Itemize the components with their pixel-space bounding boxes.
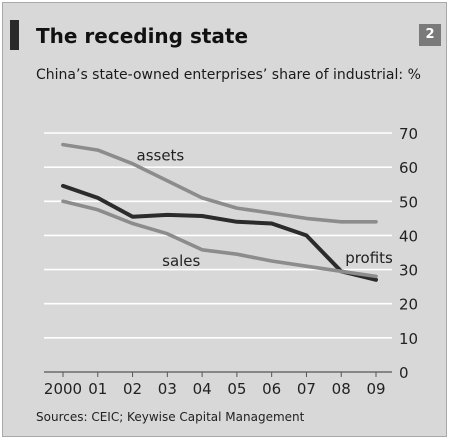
x-tick-label: 01 (88, 380, 107, 398)
series-lines (61, 142, 378, 282)
x-tick-label: 08 (332, 380, 351, 398)
series-label-sales: sales (162, 252, 200, 270)
y-tick-label: 30 (399, 262, 418, 280)
chart-subtitle: China’s state-owned enterprises’ share o… (36, 67, 421, 83)
y-tick-label: 60 (399, 159, 418, 177)
chart-number-badge: 2 (419, 24, 441, 46)
y-tick-label: 70 (399, 125, 418, 143)
x-tick-label: 2000 (44, 380, 82, 398)
series-label-assets: assets (137, 146, 185, 164)
x-tick-label: 07 (297, 380, 316, 398)
y-tick-label: 50 (399, 193, 418, 211)
x-tick-label: 06 (262, 380, 281, 398)
x-tick-labels: 2000 01 02 03 04 05 06 07 08 09 (44, 380, 386, 398)
gridlines (44, 132, 392, 377)
x-tick-label: 04 (193, 380, 212, 398)
x-tick-label: 03 (158, 380, 177, 398)
x-tick-label: 05 (227, 380, 246, 398)
y-tick-label: 0 (399, 364, 409, 382)
y-tick-label: 10 (399, 330, 418, 348)
series-labels: assets profits sales (137, 146, 394, 270)
accent-bar (10, 20, 19, 50)
series-line-sales (61, 199, 378, 279)
source-note: Sources: CEIC; Keywise Capital Managemen… (36, 410, 305, 424)
x-tick-label: 02 (123, 380, 142, 398)
series-line-assets (61, 142, 378, 224)
series-line-profits (61, 183, 378, 282)
chart-title: The receding state (36, 24, 249, 48)
y-tick-labels: 0 10 20 30 40 50 60 70 (399, 125, 418, 382)
y-tick-label: 40 (399, 227, 418, 245)
series-label-profits: profits (345, 249, 393, 267)
y-tick-label: 20 (399, 296, 418, 314)
x-tick-label: 09 (366, 380, 385, 398)
